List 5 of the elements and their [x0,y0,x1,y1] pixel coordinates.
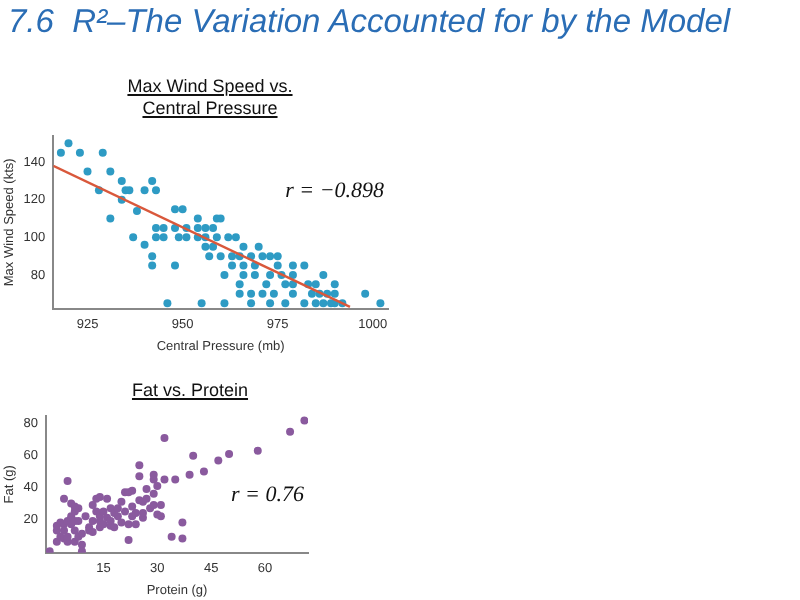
chart-title: Fat vs. Protein [131,380,249,400]
annotation: r = −0.898 [285,178,385,203]
chart-title: Max Wind Speed vs. Central Pressure [127,76,293,118]
annotation: r = 0.76 [231,483,305,508]
text: 7.6 R²–The Variation Accounted for by the Model [8,4,733,42]
